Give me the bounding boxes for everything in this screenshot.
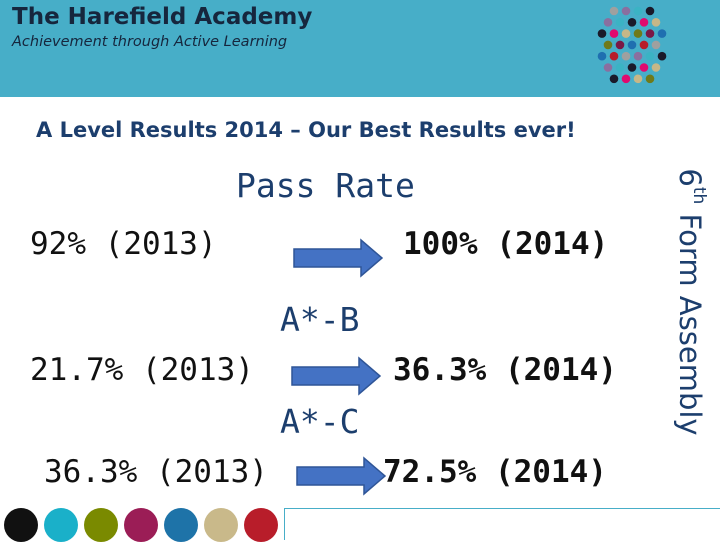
footer-dot-2 xyxy=(44,508,78,542)
logo-dot xyxy=(633,6,643,16)
a-star-b-heading: A*-B xyxy=(280,300,360,339)
footer-dot-3 xyxy=(84,508,118,542)
footer-dot-7 xyxy=(244,508,278,542)
header-band: The Harefield Academy Achievement throug… xyxy=(0,0,720,97)
logo-dot xyxy=(633,74,643,84)
logo-dot xyxy=(609,6,619,16)
logo-dot xyxy=(603,18,613,27)
a-star-c-2013: 36.3% (2013) xyxy=(44,454,268,490)
logo-dot xyxy=(651,40,661,50)
academy-logo-icon xyxy=(597,6,667,84)
logo-dot xyxy=(633,29,643,38)
logo-dot xyxy=(597,51,607,61)
logo-dot xyxy=(627,18,637,27)
logo-dot xyxy=(639,18,649,27)
side-label: 6th Form Assembly xyxy=(673,168,709,436)
slide-title: A Level Results 2014 – Our Best Results … xyxy=(36,118,576,142)
logo-dot xyxy=(609,74,619,84)
side-label-number: 6 xyxy=(673,168,707,187)
logo-dot xyxy=(621,29,631,38)
logo-dot xyxy=(657,29,667,38)
school-tagline: Achievement through Active Learning xyxy=(12,34,288,50)
logo-dot xyxy=(645,74,655,84)
logo-dot xyxy=(639,40,649,50)
footer-dot-4 xyxy=(124,508,158,542)
logo-dot xyxy=(627,40,637,50)
right-arrow-icon xyxy=(293,238,383,278)
a-star-c-heading: A*-C xyxy=(280,402,360,441)
logo-dot xyxy=(615,18,625,27)
footer-dot-1 xyxy=(4,508,38,542)
side-label-text: Form Assembly xyxy=(673,213,707,436)
logo-dot xyxy=(657,51,667,61)
logo-dot xyxy=(645,29,655,38)
logo-dot xyxy=(603,63,613,72)
logo-dot xyxy=(621,51,631,61)
logo-dot xyxy=(615,40,625,50)
logo-dot xyxy=(651,63,661,72)
logo-dot xyxy=(609,51,619,61)
logo-dot xyxy=(603,40,613,50)
footer-dot-5 xyxy=(164,508,198,542)
right-arrow-icon xyxy=(296,456,386,496)
pass-rate-2014: 100% (2014) xyxy=(403,226,609,262)
footer-dot-6 xyxy=(204,508,238,542)
right-arrow-icon xyxy=(291,356,381,396)
logo-dot xyxy=(597,29,607,38)
logo-dot xyxy=(615,63,625,72)
logo-dot xyxy=(633,51,643,61)
logo-dot xyxy=(639,63,649,72)
logo-dot xyxy=(621,74,631,84)
school-name: The Harefield Academy xyxy=(12,4,313,30)
footer-divider-tick xyxy=(284,508,285,540)
a-star-b-2013: 21.7% (2013) xyxy=(30,352,254,388)
a-star-c-2014: 72.5% (2014) xyxy=(383,454,607,490)
footer-bar xyxy=(0,505,720,540)
logo-dot xyxy=(621,6,631,16)
logo-dot xyxy=(651,18,661,27)
pass-rate-heading: Pass Rate xyxy=(236,166,415,205)
side-panel xyxy=(660,97,720,505)
logo-dot xyxy=(645,6,655,16)
logo-dot xyxy=(609,29,619,38)
logo-dot xyxy=(645,51,655,61)
pass-rate-2013: 92% (2013) xyxy=(30,226,217,262)
a-star-b-2014: 36.3% (2014) xyxy=(393,352,617,388)
side-label-ordinal: th xyxy=(688,186,709,205)
footer-divider xyxy=(284,508,720,509)
logo-dot xyxy=(627,63,637,72)
